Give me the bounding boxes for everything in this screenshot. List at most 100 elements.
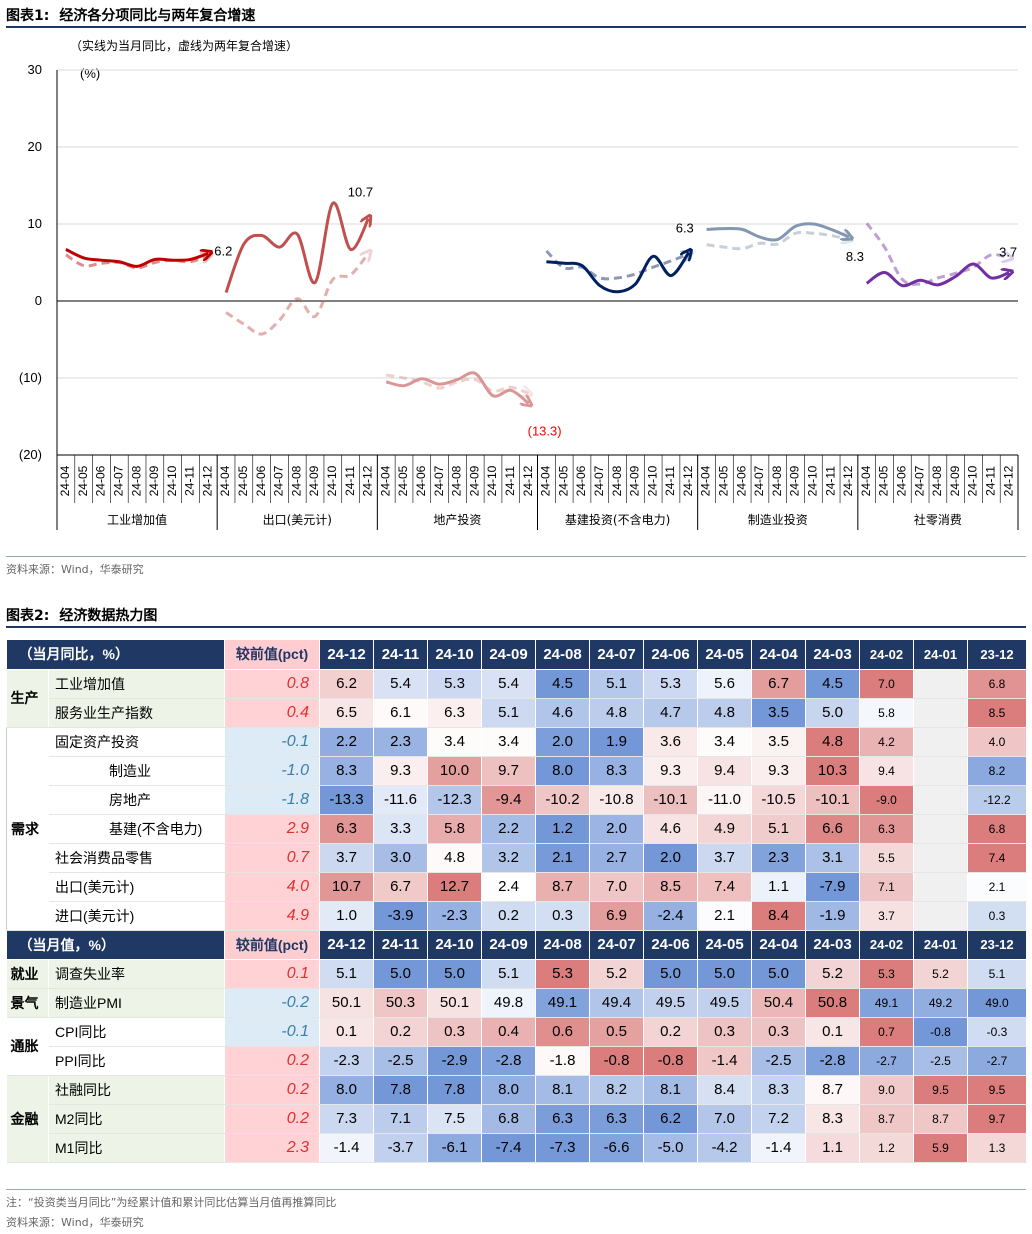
- x-tick-label: 24-08: [610, 465, 624, 496]
- heatmap-cell: -11.6: [373, 785, 428, 815]
- section-header-row: （当月值，%） 较前值(pct) 24-12 24-11 24-10 24-09 24-08…: [6, 930, 1027, 960]
- table-row: 需求 固定资产投资 -0.1 2.2 2.3 3.4 3.4 2.0 1.9 3.6 3.4 3.5 4…: [6, 727, 1027, 931]
- row-label: 社融同比: [48, 1075, 225, 1105]
- heatmap-cell: [913, 756, 968, 786]
- heatmap-cell: 8.3: [589, 756, 644, 786]
- row-group-label: 需求: [6, 727, 49, 931]
- heatmap-cell: 5.4: [373, 669, 428, 699]
- heatmap-cell: 0.1: [805, 1017, 860, 1047]
- column-header: 24-05: [697, 640, 752, 670]
- heatmap-cell: 9.4: [859, 756, 914, 786]
- category-label: 基建投资(不含电力): [565, 512, 670, 527]
- heatmap-cell: 9.5: [913, 1075, 968, 1105]
- column-header: 24-01: [913, 930, 968, 960]
- row-label: 制造业PMI: [48, 988, 225, 1018]
- row-label: M1同比: [48, 1133, 225, 1163]
- x-tick-label: 24-11: [823, 466, 837, 496]
- heatmap-cell: 4.5: [805, 669, 860, 699]
- heatmap-cell: 50.1: [427, 988, 482, 1018]
- column-header: 24-07: [589, 930, 644, 960]
- x-tick-label: 24-07: [432, 465, 446, 496]
- heatmap-cell: -0.8: [643, 1046, 698, 1076]
- heatmap-cell: [913, 669, 968, 699]
- heatmap-cell: 5.4: [481, 669, 536, 699]
- table-row: 进口(美元计) 4.9 1.0 -3.9 -2.3 0.2 0.3 6.9 -2.4 2.1 8.4…: [7, 901, 1027, 931]
- column-header: 24-03: [805, 640, 860, 670]
- table-row: 就业 调查失业率 0.1 5.1 5.0 5.0 5.1 5.3 5.2 5.0 5.0 5.0 5.2…: [6, 959, 1027, 989]
- table-row: 社会消费品零售 0.7 3.7 3.0 4.8 3.2 2.1 2.7 2.0 3.7 2.3 3.1…: [7, 843, 1027, 873]
- column-header: 23-12: [967, 930, 1027, 960]
- column-header: 24-06: [643, 930, 698, 960]
- heatmap-cell: 0.2: [643, 1017, 698, 1047]
- heatmap-cell: 7.0: [859, 669, 914, 699]
- heatmap-cell: -5.0: [643, 1133, 698, 1163]
- heatmap-cell: 7.1: [859, 872, 914, 902]
- delta-cell: -1.8: [224, 785, 320, 815]
- heatmap-cell: 12.7: [427, 872, 482, 902]
- heatmap-cell: 4.8: [589, 698, 644, 728]
- delta-header: 较前值(pct): [224, 930, 320, 960]
- heatmap-cell: 4.6: [535, 698, 590, 728]
- column-header: 24-04: [751, 640, 806, 670]
- x-tick-label: 24-08: [450, 465, 464, 496]
- table-row: PPI同比 0.2 -2.3 -2.5 -2.9 -2.8 -1.8 -0.8 -0.8 -1.4…: [7, 1046, 1027, 1076]
- x-tick-label: 24-06: [574, 465, 588, 496]
- x-tick-label: 24-11: [503, 466, 517, 496]
- series-line-solid: [865, 262, 1009, 288]
- heatmap-cell: 8.3: [751, 1075, 806, 1105]
- heatmap-cell: -2.9: [427, 1046, 482, 1076]
- heatmap-cell: [913, 814, 968, 844]
- heatmap-cell: 4.5: [535, 669, 590, 699]
- table-row: 制造业 -1.0 8.3 9.3 10.0 9.7 8.0 8.3 9.3 9.4 9.3 10.3 9…: [7, 756, 1027, 786]
- delta-cell: 0.2: [224, 1104, 320, 1134]
- row-label: M2同比: [48, 1104, 225, 1134]
- heatmap-cell: 49.5: [643, 988, 698, 1018]
- heatmap-cell: 2.4: [481, 872, 536, 902]
- heatmap-cell: [913, 785, 968, 815]
- section-caption: （当月值，%）: [6, 930, 225, 960]
- heatmap-cell: 5.8: [859, 698, 914, 728]
- heatmap-cell: [913, 727, 968, 757]
- heatmap-cell: -2.3: [427, 901, 482, 931]
- heatmap-cell: 8.0: [319, 1075, 374, 1105]
- category-label: 出口(美元计): [263, 513, 332, 527]
- heatmap-cell: 50.3: [373, 988, 428, 1018]
- column-header: 24-02: [859, 930, 914, 960]
- column-header: 24-03: [805, 930, 860, 960]
- heatmap-cell: 7.4: [967, 843, 1027, 873]
- y-axis-unit: (%): [80, 66, 100, 81]
- x-tick-label: 24-05: [877, 465, 891, 496]
- heatmap-cell: 0.1: [319, 1017, 374, 1047]
- y-tick-label: (20): [19, 447, 42, 462]
- heatmap-cell: 10.3: [805, 756, 860, 786]
- heatmap-cell: 2.3: [373, 727, 428, 757]
- row-label: 固定资产投资: [48, 727, 225, 757]
- heatmap-cell: 3.7: [697, 843, 752, 873]
- x-tick-label: 24-05: [396, 465, 410, 496]
- heatmap-cell: 6.8: [481, 1104, 536, 1134]
- heatmap-cell: 5.8: [427, 814, 482, 844]
- heatmap-cell: 6.1: [373, 698, 428, 728]
- x-tick-label: 24-08: [289, 465, 303, 496]
- heatmap-cell: 1.1: [751, 872, 806, 902]
- column-header: 24-08: [535, 640, 590, 670]
- x-tick-label: 24-08: [770, 465, 784, 496]
- x-tick-label: 24-08: [930, 465, 944, 496]
- x-tick-label: 24-12: [521, 465, 535, 496]
- heatmap-cell: 3.5: [751, 727, 806, 757]
- heatmap-cell: 0.3: [697, 1017, 752, 1047]
- x-tick-label: 24-07: [912, 465, 926, 496]
- x-tick-label: 24-09: [147, 465, 161, 496]
- heatmap-cell: 7.3: [319, 1104, 374, 1134]
- heatmap-cell: -7.9: [805, 872, 860, 902]
- heatmap-cell: 9.3: [643, 756, 698, 786]
- x-tick-label: 24-10: [485, 465, 499, 496]
- row-label: PPI同比: [48, 1046, 225, 1076]
- category-label: 制造业投资: [748, 512, 808, 527]
- figure2-title-text: 经济数据热力图: [59, 608, 158, 624]
- heatmap-cell: -11.0: [697, 785, 752, 815]
- heatmap-cell: -13.3: [319, 785, 374, 815]
- column-header: 24-09: [481, 640, 536, 670]
- heatmap-cell: 8.2: [589, 1075, 644, 1105]
- heatmap-cell: -3.9: [373, 901, 428, 931]
